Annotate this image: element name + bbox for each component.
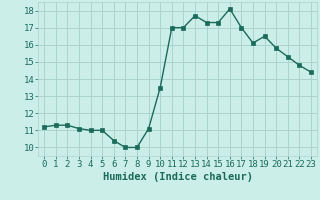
X-axis label: Humidex (Indice chaleur): Humidex (Indice chaleur) xyxy=(103,172,252,182)
